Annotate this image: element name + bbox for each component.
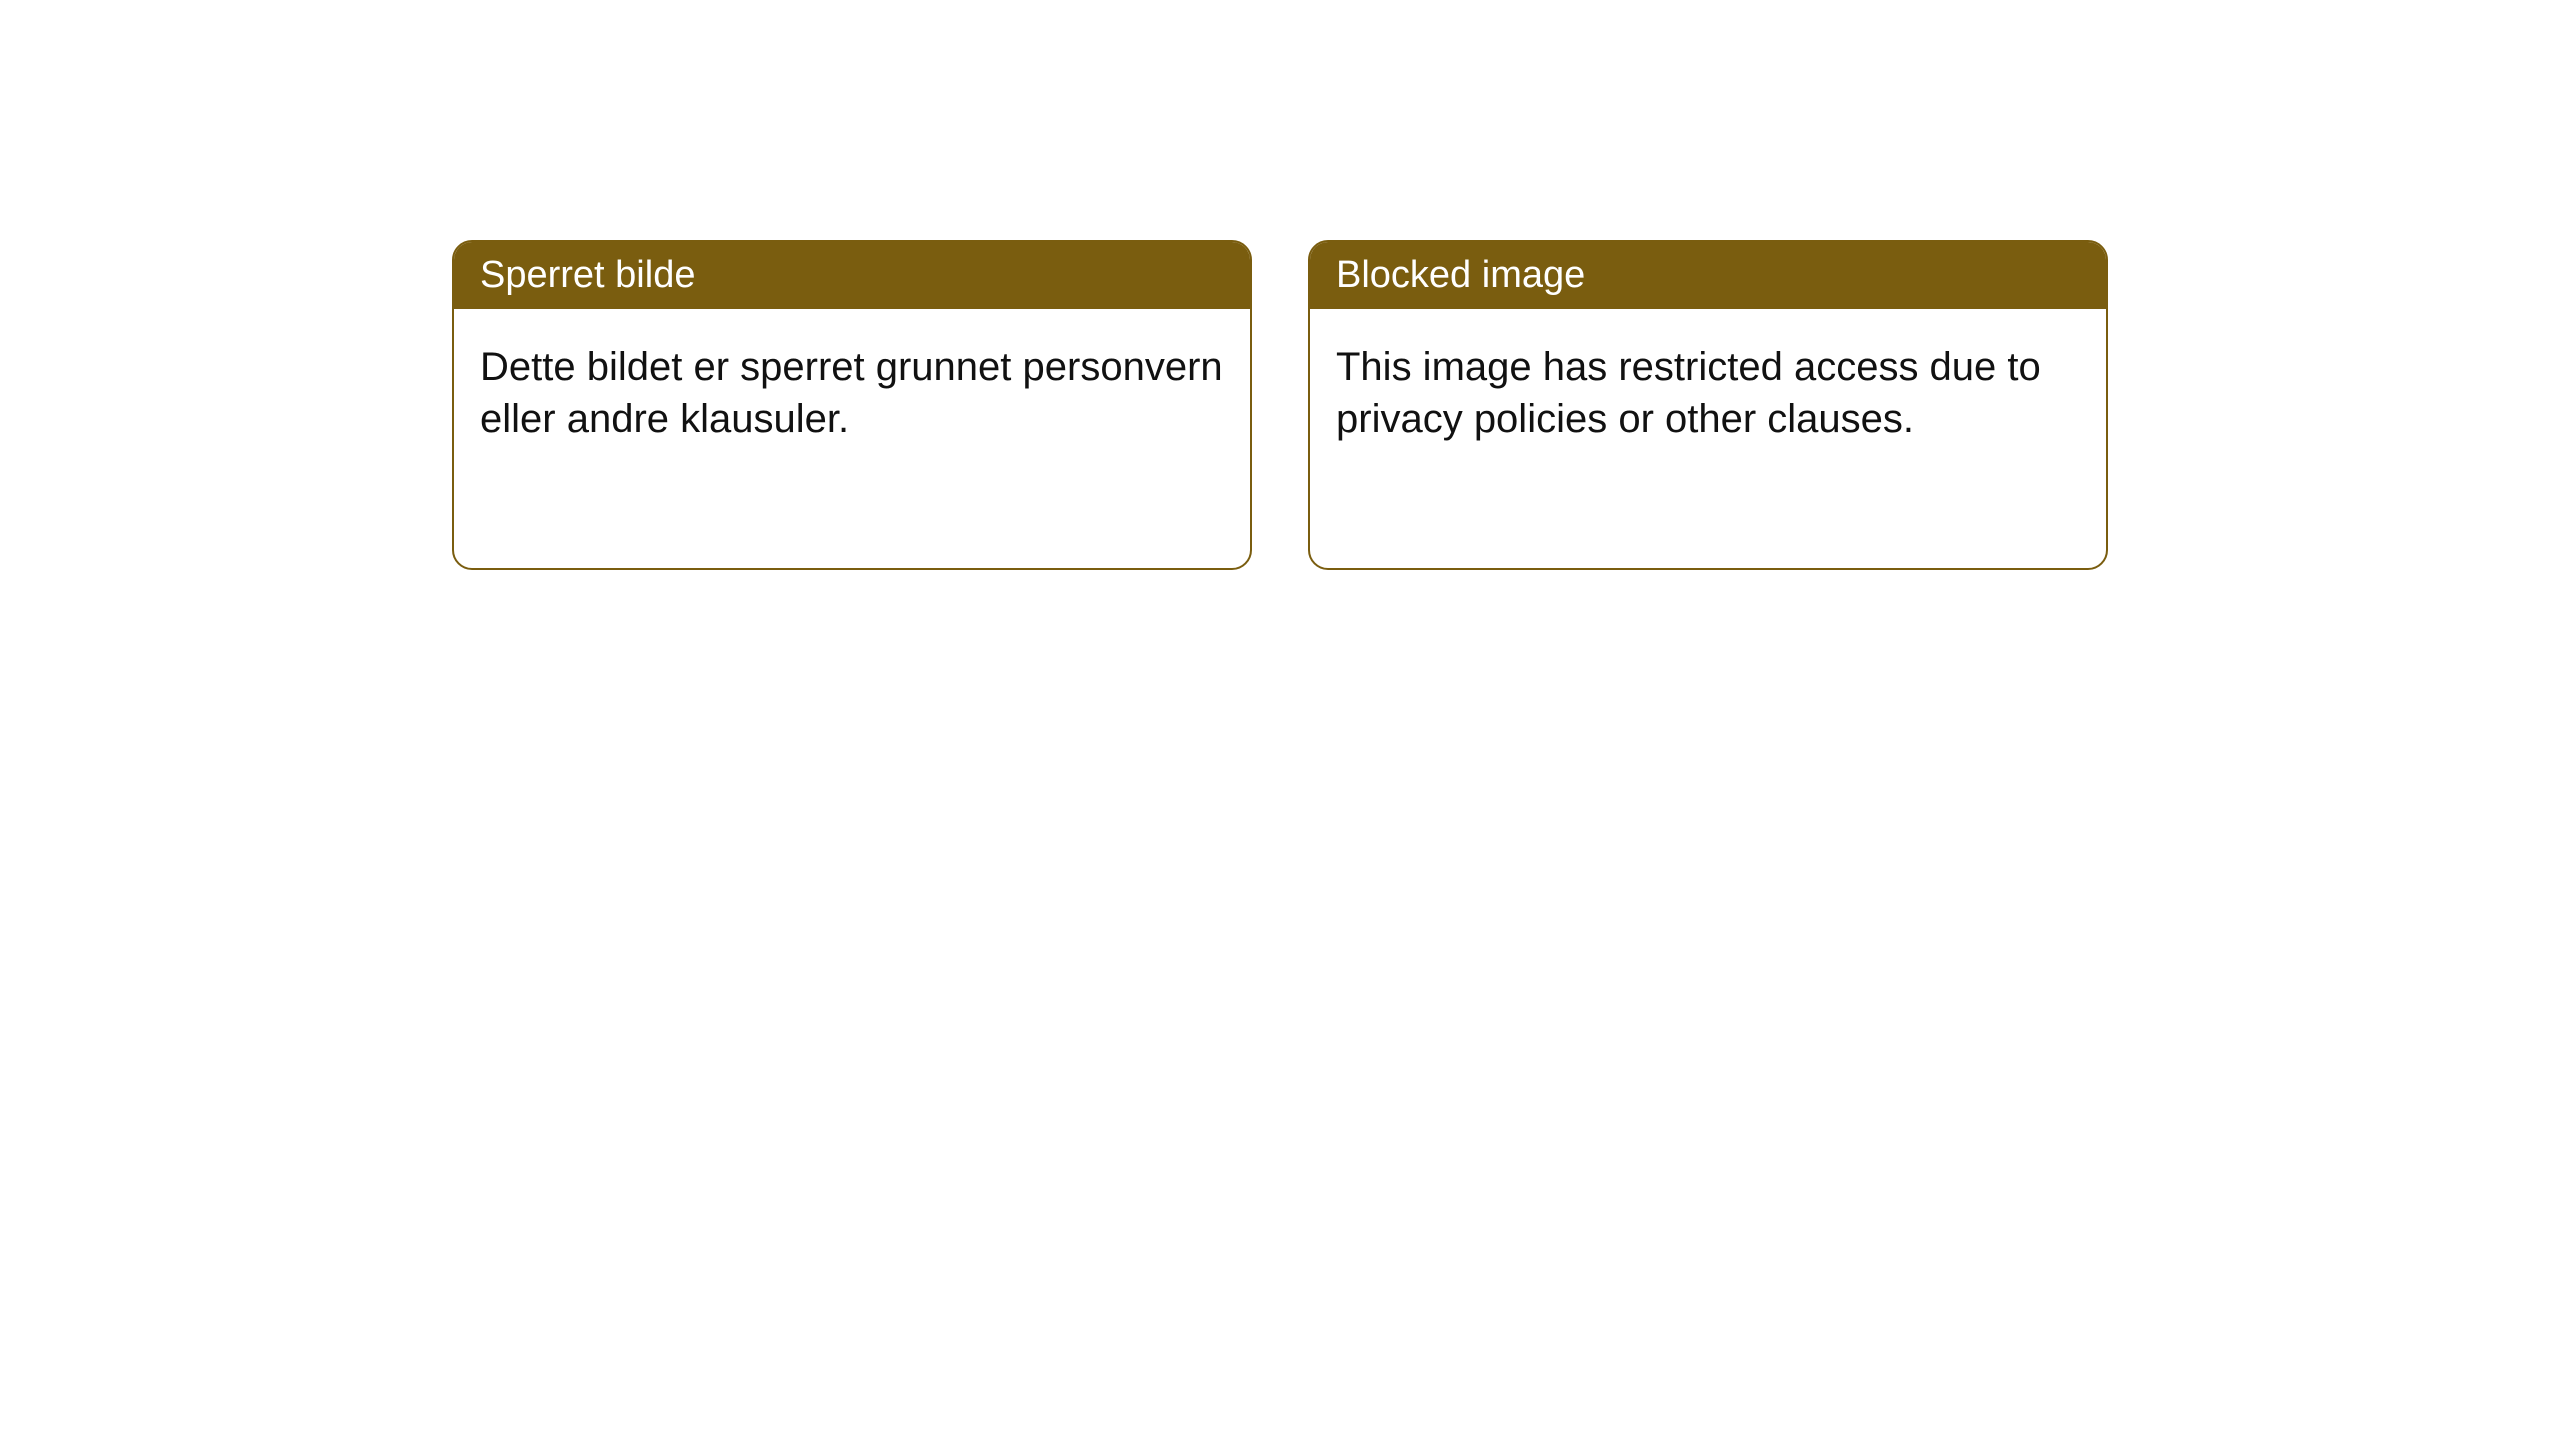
card-body: This image has restricted access due to … <box>1310 309 2106 477</box>
blocked-image-card-en: Blocked image This image has restricted … <box>1308 240 2108 570</box>
blocked-image-card-no: Sperret bilde Dette bildet er sperret gr… <box>452 240 1252 570</box>
card-body: Dette bildet er sperret grunnet personve… <box>454 309 1250 477</box>
card-title: Blocked image <box>1310 242 2106 309</box>
notice-container: Sperret bilde Dette bildet er sperret gr… <box>0 0 2560 570</box>
card-title: Sperret bilde <box>454 242 1250 309</box>
